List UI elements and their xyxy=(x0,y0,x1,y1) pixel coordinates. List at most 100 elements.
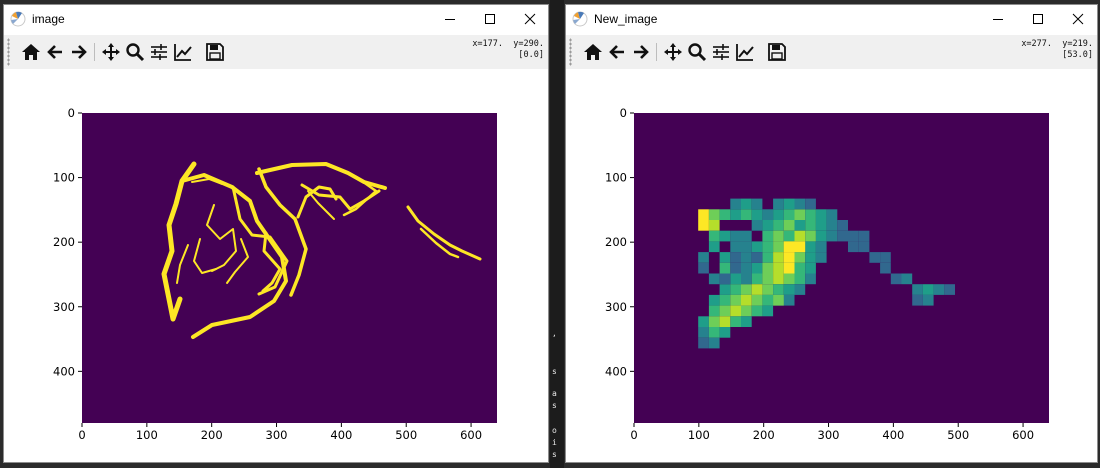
save-button[interactable] xyxy=(204,41,226,63)
plot-canvas[interactable]: 0 100 200 300 400 500 600 0 100 200 300 … xyxy=(4,69,548,461)
back-arrow-icon xyxy=(609,45,624,59)
y-tick-label: 400 xyxy=(605,364,627,378)
heatmap-cell xyxy=(794,273,806,285)
title-bar[interactable]: image xyxy=(4,5,548,33)
heatmap-cell xyxy=(698,252,709,263)
maximize-icon xyxy=(485,14,495,24)
x-tick-label: 600 xyxy=(1012,428,1034,442)
heatmap-cell xyxy=(730,294,741,306)
heatmap-cell xyxy=(783,220,795,231)
heatmap-cell xyxy=(762,241,774,253)
heatmap-cell xyxy=(805,209,816,220)
close-button[interactable] xyxy=(1058,5,1097,33)
configure-subplots-button[interactable] xyxy=(148,41,170,63)
heatmap-cell xyxy=(698,327,709,338)
heatmap-cell xyxy=(922,294,934,306)
y-tick-label: 100 xyxy=(605,171,627,185)
toolbar-grip[interactable] xyxy=(7,38,10,66)
heatmap-cell xyxy=(922,284,934,295)
heatmap-cell xyxy=(762,252,774,263)
x-tick-label: 0 xyxy=(630,428,637,442)
heatmap-cell xyxy=(751,209,763,220)
back-button[interactable] xyxy=(606,41,628,63)
heatmap-cell xyxy=(719,230,731,242)
minimize-button[interactable] xyxy=(430,5,470,33)
home-icon xyxy=(22,44,40,60)
heatmap-cell xyxy=(719,327,731,338)
heatmap-cell xyxy=(794,230,806,242)
heatmap-cell xyxy=(730,198,741,210)
heatmap-cell xyxy=(741,262,752,274)
heatmap-cell xyxy=(848,241,859,253)
heatmap-cell xyxy=(741,252,752,263)
x-tick-label: 500 xyxy=(395,428,417,442)
x-axis: 0 100 200 300 400 500 600 xyxy=(630,423,1034,442)
zoom-button[interactable] xyxy=(686,41,708,63)
heatmap-cell xyxy=(762,305,774,317)
configure-subplots-button[interactable] xyxy=(710,41,732,63)
title-bar[interactable]: New_image xyxy=(566,5,1097,33)
pixel-value: [53.0] xyxy=(1062,50,1093,60)
back-button[interactable] xyxy=(44,41,66,63)
heatmap-cell xyxy=(730,273,741,285)
y-axis: 0 100 200 300 400 xyxy=(53,106,82,378)
cursor-x: x=277. xyxy=(1021,39,1053,49)
zoom-button[interactable] xyxy=(124,41,146,63)
heatmap-cell xyxy=(783,284,795,295)
pan-button[interactable] xyxy=(100,41,122,63)
navigation-toolbar: x=277. y=219. [53.0] xyxy=(566,35,1097,69)
heatmap-cell xyxy=(741,294,752,306)
heatmap-cell xyxy=(708,327,720,338)
edit-axes-button[interactable] xyxy=(734,41,756,63)
window-title: image xyxy=(32,12,65,26)
x-tick-label: 500 xyxy=(947,428,969,442)
forward-button[interactable] xyxy=(630,41,652,63)
strip-char: , xyxy=(552,329,557,338)
heatmap-cell xyxy=(901,273,913,285)
heatmap-cell xyxy=(783,230,795,242)
heatmap-cell xyxy=(730,284,741,295)
home-button[interactable] xyxy=(582,41,604,63)
image-axes-area[interactable] xyxy=(634,113,1049,423)
minimize-button[interactable] xyxy=(978,5,1018,33)
heatmap-cell xyxy=(751,241,763,253)
heatmap-cell xyxy=(730,316,741,327)
cursor-readout: x=277. y=219. [53.0] xyxy=(1021,39,1093,61)
forward-arrow-icon xyxy=(634,45,649,59)
heatmap-cell xyxy=(719,316,731,327)
edit-axes-icon xyxy=(736,44,754,61)
cursor-readout: x=177. y=290. [0.0] xyxy=(472,39,544,61)
figure-window-new-image[interactable]: New_image xyxy=(565,4,1098,463)
maximize-button[interactable] xyxy=(470,5,510,33)
heatmap-cell xyxy=(773,262,784,274)
window-title: New_image xyxy=(594,12,658,26)
heatmap-cell xyxy=(708,220,720,231)
figure-window-image[interactable]: image xyxy=(3,4,549,463)
toolbar-grip[interactable] xyxy=(569,38,572,66)
heatmap-cell xyxy=(880,262,891,274)
close-button[interactable] xyxy=(510,5,548,33)
home-button[interactable] xyxy=(20,41,42,63)
save-icon xyxy=(206,43,224,61)
heatmap-cell xyxy=(826,209,838,220)
heatmap-cell xyxy=(698,316,709,327)
heatmap-cell xyxy=(698,209,709,220)
y-tick-label: 100 xyxy=(53,171,75,185)
heatmap-cell xyxy=(773,294,784,306)
forward-button[interactable] xyxy=(68,41,90,63)
pan-button[interactable] xyxy=(662,41,684,63)
save-button[interactable] xyxy=(766,41,788,63)
heatmap-cell xyxy=(783,262,795,274)
y-tick-label: 300 xyxy=(53,300,75,314)
plot-canvas[interactable]: 0 100 200 300 400 500 600 0 100 200 300 … xyxy=(566,69,1097,461)
edit-axes-button[interactable] xyxy=(172,41,194,63)
x-tick-label: 100 xyxy=(136,428,158,442)
image-axes-area[interactable] xyxy=(82,113,497,423)
heatmap-cell xyxy=(751,252,763,263)
heatmap-cell xyxy=(773,209,784,220)
heatmap-cell xyxy=(762,209,774,220)
strip-char: o xyxy=(552,426,557,435)
x-tick-label: 300 xyxy=(818,428,840,442)
maximize-button[interactable] xyxy=(1018,5,1058,33)
heatmap-cell xyxy=(826,230,838,242)
